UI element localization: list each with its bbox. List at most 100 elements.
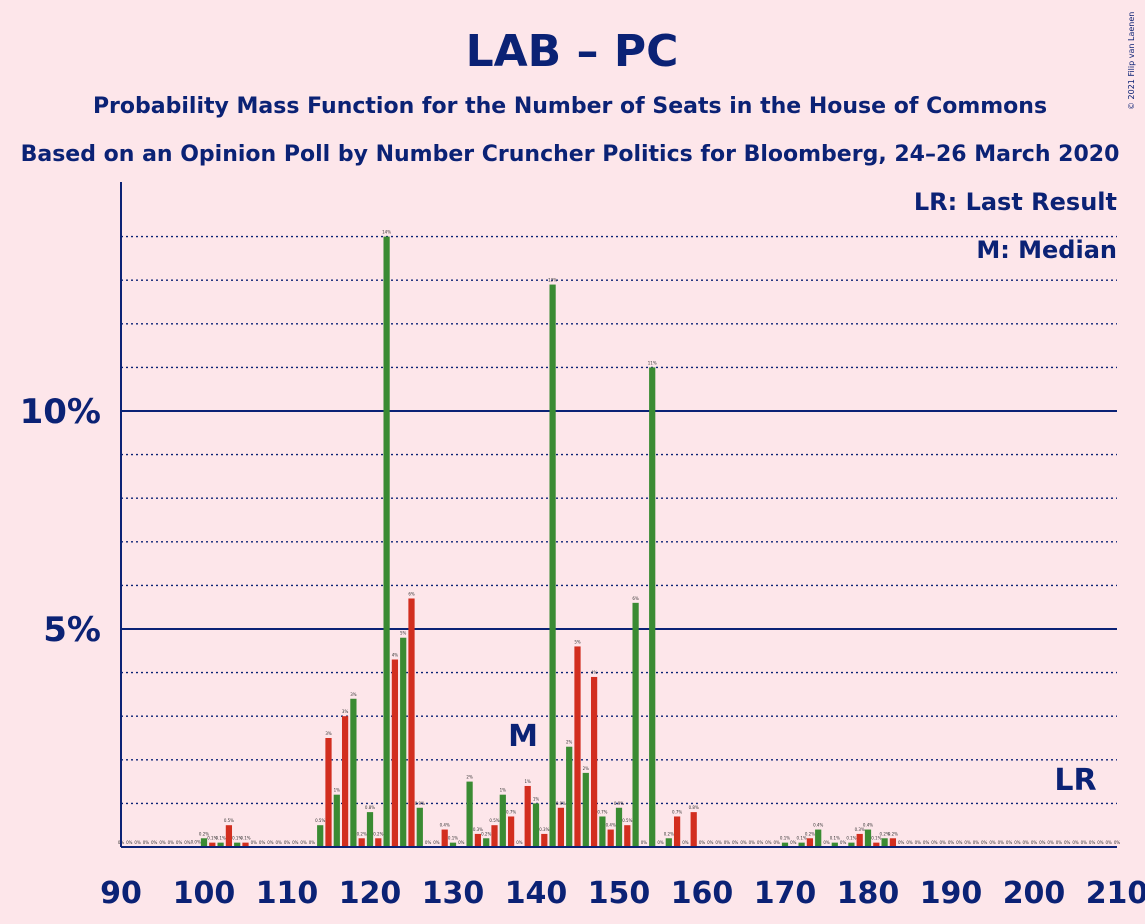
bar-label-seat-116: 1% bbox=[334, 788, 341, 793]
bar-label-seat-207: 0% bbox=[1089, 840, 1096, 845]
bar-label-seat-111: 0% bbox=[292, 840, 299, 845]
bar-label-seat-156: 0.2% bbox=[664, 831, 674, 836]
bar-label-seat-126: 0.9% bbox=[415, 801, 425, 806]
x-tick-label: 210 bbox=[1086, 876, 1145, 911]
bar-label-seat-151: 0.5% bbox=[622, 818, 632, 823]
bar-label-seat-186: 0% bbox=[915, 840, 922, 845]
bar-label-seat-184: 0% bbox=[898, 840, 905, 845]
bar-label-seat-182: 0.2% bbox=[880, 831, 890, 836]
bar-seat-157 bbox=[673, 816, 681, 847]
bar-label-seat-114: 0.5% bbox=[315, 818, 325, 823]
y-tick-label: 10% bbox=[20, 392, 101, 432]
bar-label-seat-118: 3% bbox=[350, 692, 357, 697]
bar-seat-148 bbox=[599, 816, 606, 847]
bar-label-seat-174: 0.4% bbox=[813, 823, 823, 828]
bar-label-seat-183: 0.2% bbox=[888, 831, 898, 836]
bar-label-seat-105: 0.1% bbox=[240, 836, 250, 841]
bar-seat-104 bbox=[234, 842, 241, 847]
bar-seat-116 bbox=[333, 794, 340, 847]
bar-seat-117 bbox=[341, 716, 349, 847]
bar-seat-183 bbox=[889, 838, 897, 847]
bar-label-seat-177: 0% bbox=[840, 840, 847, 845]
bar-seat-173 bbox=[806, 838, 814, 847]
bar-label-seat-133: 0.3% bbox=[473, 827, 483, 832]
bar-label-seat-173: 0.2% bbox=[805, 831, 815, 836]
bar-label-seat-163: 0% bbox=[724, 840, 731, 845]
bar-seat-126 bbox=[416, 807, 423, 847]
bar-label-seat-147: 4% bbox=[591, 670, 598, 675]
bar-label-seat-195: 0% bbox=[989, 840, 996, 845]
bar-seat-132 bbox=[466, 781, 473, 847]
bar-label-seat-175: 0% bbox=[823, 840, 830, 845]
bar-label-seat-104: 0.1% bbox=[232, 836, 242, 841]
bar-label-seat-166: 0% bbox=[749, 840, 756, 845]
bar-label-seat-129: 0.4% bbox=[440, 823, 450, 828]
bar-label-seat-128: 0% bbox=[433, 840, 440, 845]
bar-seat-142 bbox=[549, 284, 556, 847]
bar-label-seat-136: 1% bbox=[500, 788, 507, 793]
bar-label-seat-168: 0% bbox=[765, 840, 772, 845]
bar-label-seat-159: 0.8% bbox=[689, 805, 699, 810]
bar-seat-179 bbox=[856, 833, 863, 847]
bar-label-seat-135: 0.5% bbox=[489, 818, 499, 823]
x-tick-label: 130 bbox=[422, 876, 485, 911]
x-tick-label: 170 bbox=[754, 876, 817, 911]
bar-label-seat-169: 0% bbox=[774, 840, 781, 845]
bar-seat-156 bbox=[665, 838, 672, 847]
grid-lines bbox=[121, 235, 1117, 805]
bar-seat-180 bbox=[864, 829, 872, 847]
bar-label-seat-127: 0% bbox=[425, 840, 432, 845]
bar-label-seat-206: 0% bbox=[1081, 840, 1088, 845]
bar-label-seat-158: 0% bbox=[682, 840, 689, 845]
chart-subtitle-2: Based on an Opinion Poll by Number Crunc… bbox=[21, 142, 1120, 167]
bar-label-seat-115: 3% bbox=[325, 731, 332, 736]
bar-label-seat-138: 0% bbox=[516, 840, 523, 845]
bar-seat-170 bbox=[781, 842, 789, 847]
bar-label-seat-189: 0% bbox=[940, 840, 947, 845]
bar-label-seat-98: 0% bbox=[184, 840, 191, 845]
legend-median: M: Median bbox=[976, 236, 1117, 264]
bar-label-seat-94: 0% bbox=[151, 840, 158, 845]
bar-label-seat-150: 0.9% bbox=[614, 801, 624, 806]
bar-label-seat-192: 0% bbox=[964, 840, 971, 845]
bar-label-seat-93: 0% bbox=[143, 840, 150, 845]
bar-seat-149 bbox=[607, 829, 614, 847]
bar-label-seat-210: 0% bbox=[1114, 840, 1121, 845]
bar-seat-102 bbox=[217, 842, 224, 847]
bar-seat-143 bbox=[557, 807, 565, 847]
bar-label-seat-134: 0.2% bbox=[481, 831, 491, 836]
bar-label-seat-148: 0.7% bbox=[597, 809, 607, 814]
bar-label-seat-164: 0% bbox=[732, 840, 739, 845]
bar-label-seat-157: 0.7% bbox=[672, 809, 682, 814]
bar-seat-122 bbox=[383, 236, 390, 848]
bar-label-seat-100: 0.2% bbox=[199, 831, 209, 836]
bar-label-seat-119: 0.2% bbox=[357, 831, 367, 836]
bar-seat-152 bbox=[632, 602, 639, 847]
bar-label-seat-190: 0% bbox=[948, 840, 955, 845]
bar-label-seat-109: 0% bbox=[276, 840, 283, 845]
bar-label-seat-125: 6% bbox=[408, 591, 415, 596]
bar-label-seat-96: 0% bbox=[168, 840, 175, 845]
last-result-marker: LR bbox=[1054, 763, 1096, 798]
bar-label-seat-142: 13% bbox=[548, 278, 557, 283]
bar-label-seat-209: 0% bbox=[1106, 840, 1113, 845]
bar-seat-136 bbox=[499, 794, 506, 847]
x-tick-label: 160 bbox=[671, 876, 734, 911]
x-tick-label: 200 bbox=[1003, 876, 1066, 911]
x-tick-label: 150 bbox=[588, 876, 651, 911]
bar-seat-145 bbox=[574, 646, 581, 847]
bar-label-seat-155: 0% bbox=[657, 840, 664, 845]
bar-label-seat-161: 0% bbox=[707, 840, 714, 845]
bar-label-seat-162: 0% bbox=[715, 840, 722, 845]
bar-label-seat-191: 0% bbox=[956, 840, 963, 845]
bar-label-seat-122: 14% bbox=[382, 230, 391, 235]
bar-seat-147 bbox=[590, 676, 598, 847]
bar-label-seat-204: 0% bbox=[1064, 840, 1071, 845]
bar-seat-154 bbox=[649, 367, 656, 847]
bar-label-seat-149: 0.4% bbox=[606, 823, 616, 828]
bar-label-seat-187: 0% bbox=[923, 840, 930, 845]
x-tick-label: 190 bbox=[920, 876, 983, 911]
bar-label-seat-193: 0% bbox=[973, 840, 980, 845]
bar-seat-151 bbox=[624, 825, 631, 847]
x-tick-label: 140 bbox=[505, 876, 568, 911]
